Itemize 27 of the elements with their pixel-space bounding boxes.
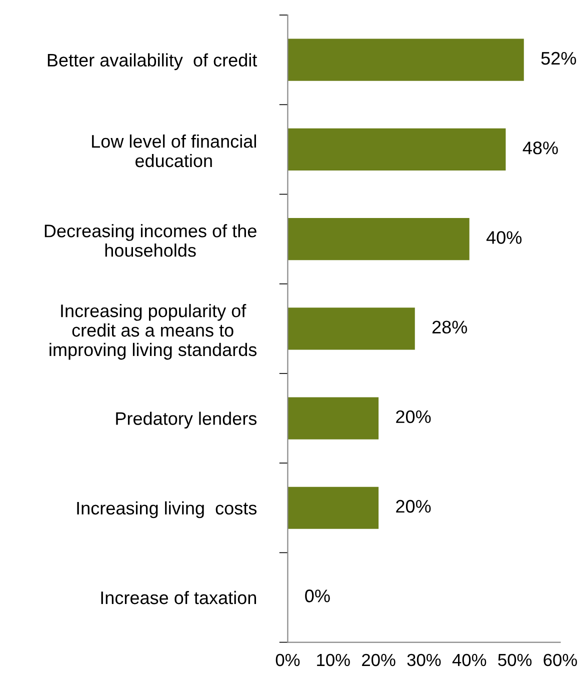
bar <box>288 38 524 81</box>
y-tick-label: Increasing popularity of credit as a means to improving living standards <box>50 304 257 360</box>
x-tick-label: 40% <box>452 654 486 666</box>
x-tick-label: 0% <box>276 654 300 666</box>
data-label: 28% <box>432 320 468 334</box>
y-tick-label: Decreasing incomes of the households <box>44 224 256 257</box>
y-tick-label: Predatory lenders <box>116 412 257 429</box>
data-label: 20% <box>396 500 431 513</box>
y-tick-label: Low level of financial education <box>92 134 256 168</box>
data-label: 48% <box>522 142 558 154</box>
y-tick-label: Increasing living costs <box>77 501 257 518</box>
y-tick-label: Better availability of credit <box>48 53 258 70</box>
y-tick-label: Increase of taxation <box>101 590 256 604</box>
x-tick-label: 30% <box>407 654 441 666</box>
x-tick-label: 50% <box>498 654 532 666</box>
bar <box>288 128 506 171</box>
data-label: 40% <box>486 231 522 244</box>
data-label: 0% <box>305 590 330 602</box>
bar <box>288 308 415 350</box>
data-label: 20% <box>396 410 431 424</box>
data-label: 52% <box>541 52 576 65</box>
x-tick-label: 60% <box>544 654 577 666</box>
bar <box>288 486 379 529</box>
x-tick-label: 10% <box>317 654 350 666</box>
bar <box>288 218 470 260</box>
bar <box>288 397 379 440</box>
x-tick-label: 20% <box>362 654 396 666</box>
